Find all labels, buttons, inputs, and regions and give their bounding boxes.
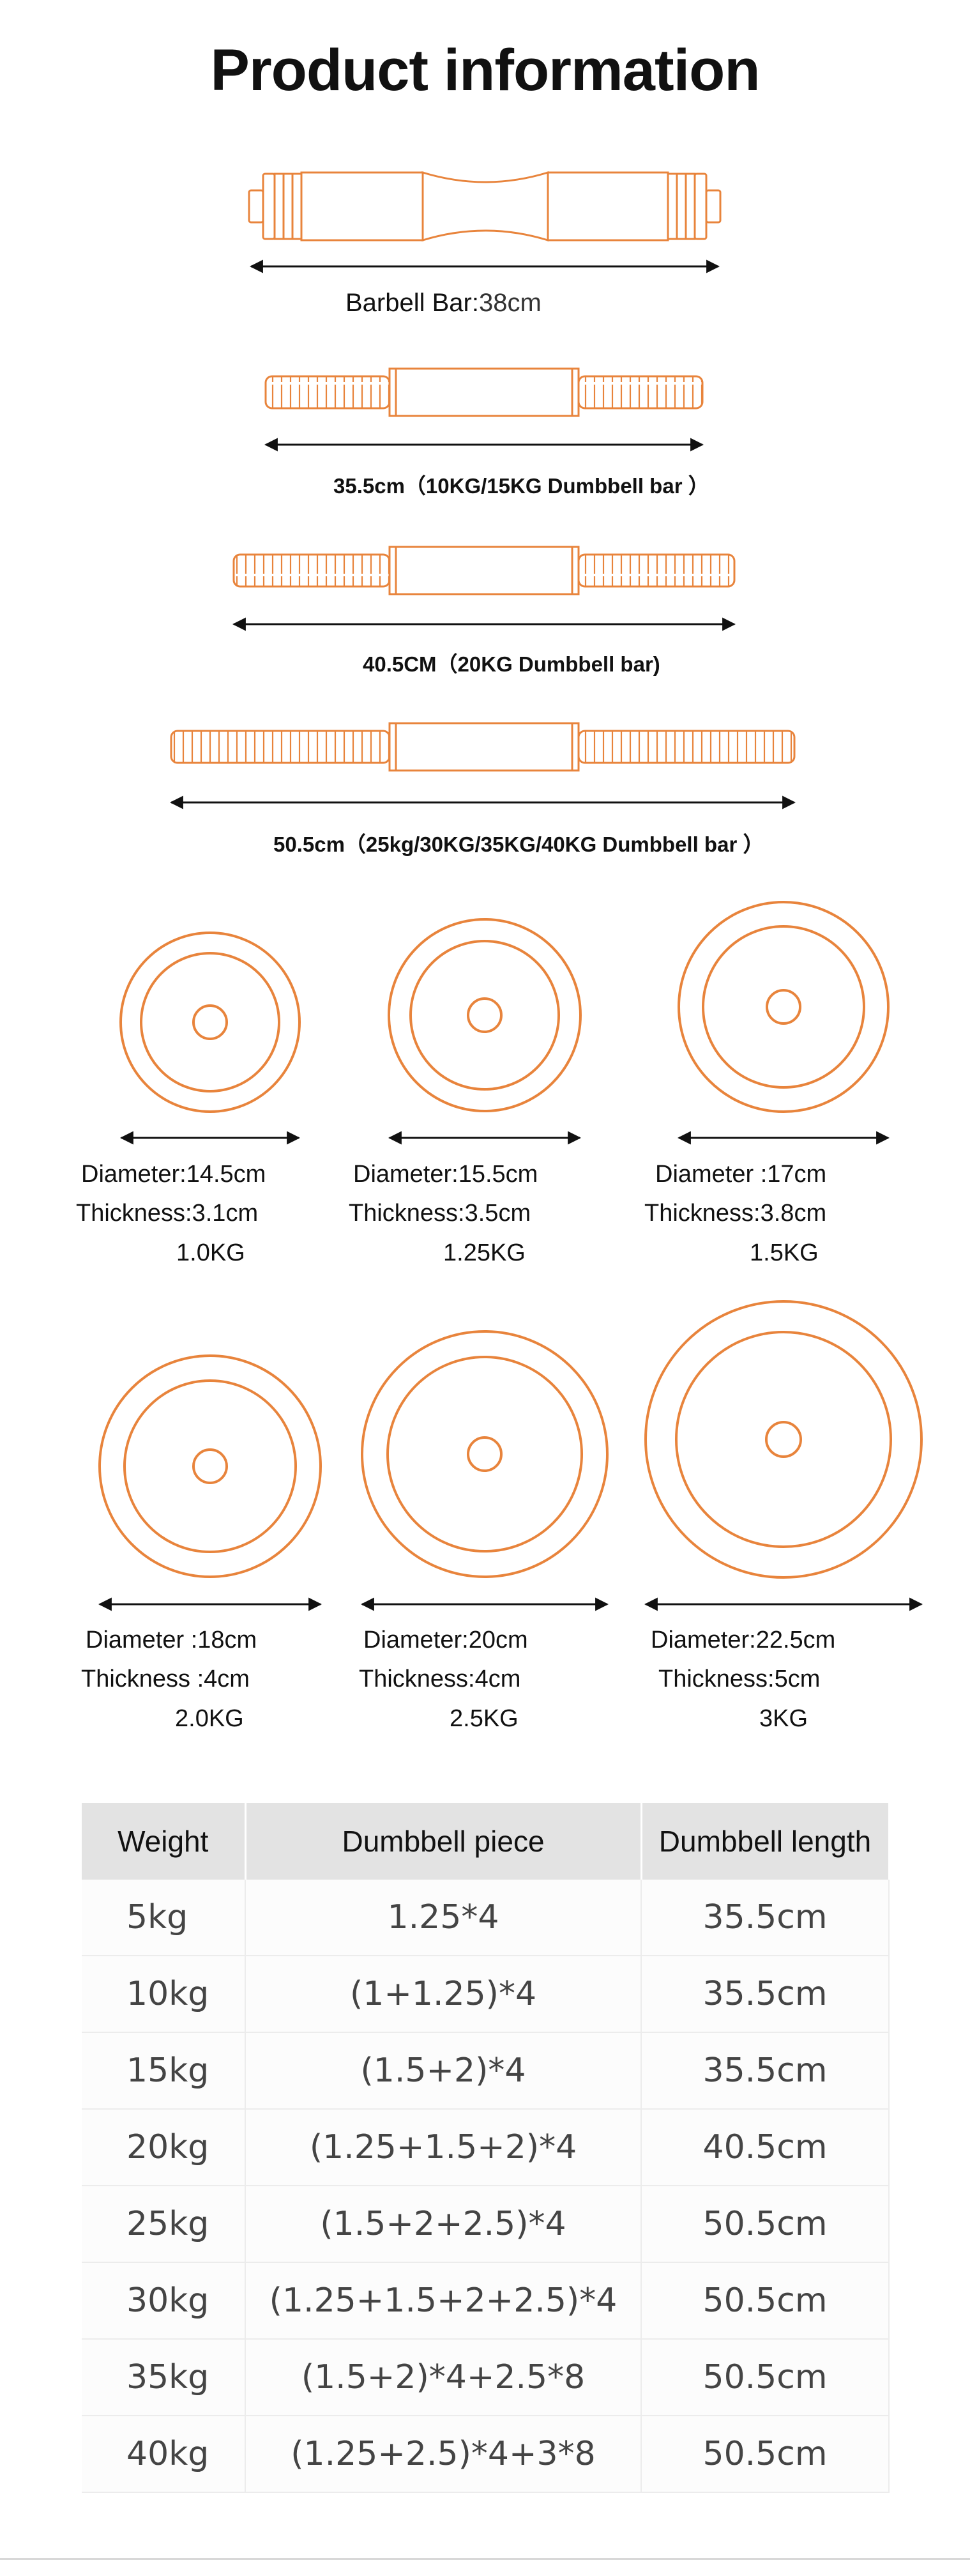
cell-weight: 30kg (82, 2262, 246, 2340)
plate-1kg-thickness: Thickness:3.1cm (76, 1200, 259, 1227)
dumbbell-bar-50-icon (170, 722, 796, 772)
page-title: Product information (210, 38, 760, 103)
cell-piece: (1.5+2)*4 (245, 2032, 642, 2110)
plate-1-25kg-weight: 1.25KG (443, 1239, 526, 1266)
cell-piece: (1.25+1.5+2+2.5)*4 (245, 2262, 642, 2340)
plate-3kg-thickness: Thickness:5cm (658, 1666, 821, 1692)
bottom-divider (0, 2558, 970, 2560)
cell-piece: (1.25+2.5)*4+3*8 (245, 2416, 642, 2493)
plate-2kg-icon (98, 1354, 322, 1578)
cell-weight: 10kg (82, 1956, 246, 2033)
cell-weight: 5kg (82, 1880, 246, 1956)
barbell-bar-label-text: Barbell Bar: (345, 289, 479, 317)
cell-weight: 40kg (82, 2416, 246, 2493)
cell-length: 35.5cm (641, 1880, 890, 1956)
plate-3kg-diameter: Diameter:22.5cm (651, 1627, 836, 1653)
table-row: 10kg (1+1.25)*4 35.5cm (82, 1956, 890, 2033)
dumbbell-bar-40-icon (232, 546, 736, 595)
cell-length: 50.5cm (641, 2416, 890, 2493)
cell-length: 50.5cm (641, 2262, 890, 2340)
header-weight: Weight (82, 1803, 246, 1880)
plate-2-5kg-thickness: Thickness:4cm (359, 1666, 521, 1692)
dumbbell-spec-table: Weight Dumbbell piece Dumbbell length 5k… (82, 1803, 890, 2493)
plate-2kg-diameter: Diameter :18cm (86, 1627, 257, 1653)
dumbbell-bar-35-label: 35.5cm（10KG/15KG Dumbbell bar ） (333, 474, 709, 498)
cell-piece: (1.5+2)*4+2.5*8 (245, 2339, 642, 2416)
cell-length: 40.5cm (641, 2109, 890, 2186)
table-row: 20kg (1.25+1.5+2)*4 40.5cm (82, 2109, 890, 2186)
cell-piece: (1.5+2+2.5)*4 (245, 2186, 642, 2263)
dumbbell-bar-40-label: 40.5CM（20KG Dumbbell bar) (363, 652, 660, 676)
plate-2-5kg-diameter: Diameter:20cm (363, 1627, 528, 1653)
plate-2kg-weight: 2.0KG (175, 1705, 244, 1732)
plate-1-25kg-thickness: Thickness:3.5cm (349, 1200, 531, 1227)
table-row: 25kg (1.5+2+2.5)*4 50.5cm (82, 2186, 890, 2263)
cell-length: 35.5cm (641, 2032, 890, 2110)
plate-3kg-weight: 3KG (759, 1705, 808, 1732)
plate-1-5kg-diameter: Diameter :17cm (655, 1161, 827, 1188)
plate-1kg-weight: 1.0KG (176, 1239, 245, 1266)
cell-weight: 15kg (82, 2032, 246, 2110)
plate-1kg-icon (119, 931, 301, 1113)
header-dumbbell-piece: Dumbbell piece (245, 1803, 642, 1880)
plate-1-25kg-icon (388, 918, 582, 1112)
cell-length: 50.5cm (641, 2339, 890, 2416)
plate-1-5kg-icon (678, 901, 890, 1113)
plate-1kg-diameter: Diameter:14.5cm (81, 1161, 266, 1188)
barbell-bar-label: Barbell Bar:38cm (345, 289, 542, 318)
cell-piece: 1.25*4 (245, 1880, 642, 1956)
cell-weight: 35kg (82, 2339, 246, 2416)
dumbbell-bar-35-icon (264, 367, 704, 417)
plate-2-5kg-icon (361, 1330, 609, 1578)
table-row: 35kg (1.5+2)*4+2.5*8 50.5cm (82, 2339, 890, 2416)
plate-3kg-icon (644, 1300, 923, 1579)
table-row: 5kg 1.25*4 35.5cm (82, 1880, 890, 1956)
cell-weight: 20kg (82, 2109, 246, 2186)
cell-length: 35.5cm (641, 1956, 890, 2033)
cell-weight: 25kg (82, 2186, 246, 2263)
barbell-bar-length: 38cm (478, 289, 542, 317)
table-row: 30kg (1.25+1.5+2+2.5)*4 50.5cm (82, 2262, 890, 2340)
table-row: 40kg (1.25+2.5)*4+3*8 50.5cm (82, 2416, 890, 2493)
cell-length: 50.5cm (641, 2186, 890, 2263)
plate-1-5kg-thickness: Thickness:3.8cm (644, 1200, 827, 1227)
plate-2-5kg-weight: 2.5KG (450, 1705, 519, 1732)
dumbbell-bar-50-label: 50.5cm（25kg/30KG/35KG/40KG Dumbbell bar … (273, 832, 764, 856)
cell-piece: (1+1.25)*4 (245, 1956, 642, 2033)
cell-piece: (1.25+1.5+2)*4 (245, 2109, 642, 2186)
table-row: 15kg (1.5+2)*4 35.5cm (82, 2032, 890, 2110)
plate-1-5kg-weight: 1.5KG (750, 1239, 819, 1266)
plate-2kg-thickness: Thickness :4cm (81, 1666, 250, 1692)
barbell-bar-icon (248, 171, 722, 242)
header-dumbbell-length: Dumbbell length (641, 1803, 890, 1880)
plate-1-25kg-diameter: Diameter:15.5cm (353, 1161, 538, 1188)
table-header-row: Weight Dumbbell piece Dumbbell length (82, 1803, 890, 1880)
